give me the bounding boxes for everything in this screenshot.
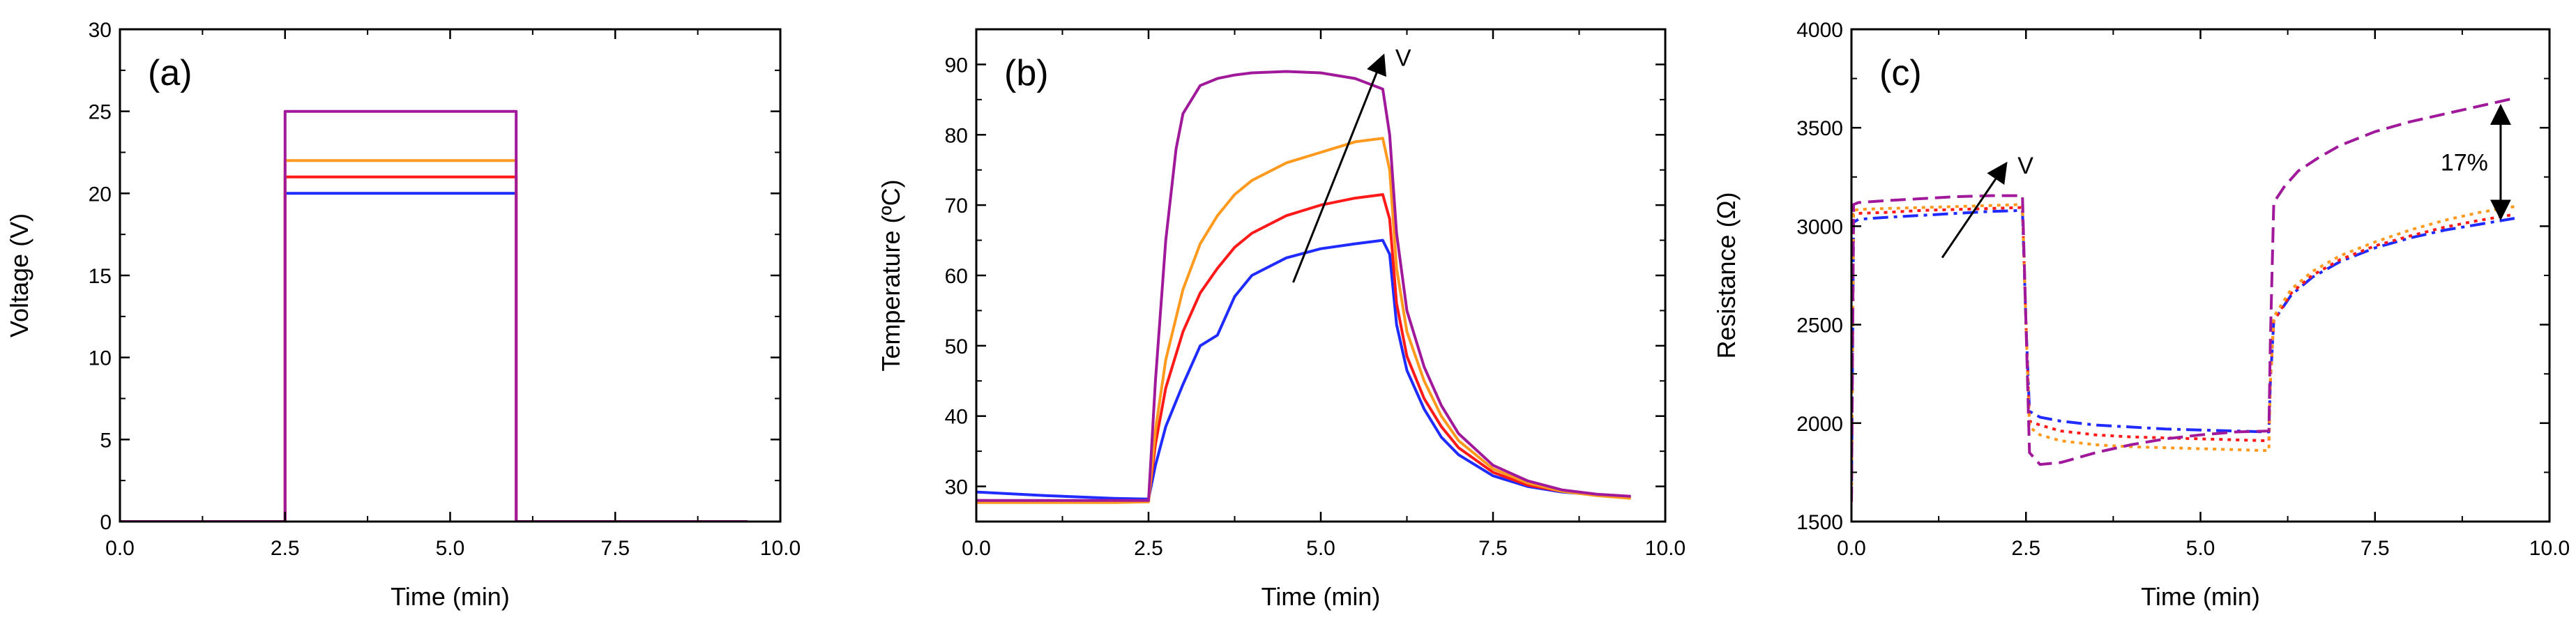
y-tick-label-b: 50 <box>945 335 968 358</box>
y-tick-label-c: 2000 <box>1796 413 1843 436</box>
plot-frame-c <box>1850 28 2551 523</box>
series-line-a-2 <box>120 159 748 522</box>
x-tick-label-a: 10.0 <box>760 537 801 560</box>
plot-frame-a <box>119 28 782 523</box>
series-line-b-2 <box>976 137 1631 504</box>
panel-label-a: (a) <box>148 53 192 93</box>
y-tick-label-a: 15 <box>89 265 112 288</box>
y-tick-label-a: 30 <box>89 19 112 42</box>
annotation-text-c-1: 17% <box>2441 150 2488 176</box>
series-line-a-0 <box>120 192 748 522</box>
panel-b: 0.0 2.5 5.0 7.5 10.0 30 40 50 60 70 80 90 Time (min)… <box>877 28 1685 611</box>
y-tick-label-c: 3500 <box>1796 117 1843 140</box>
series-group-c <box>1851 96 2515 502</box>
plot-frame-b <box>975 28 1667 523</box>
annotation-text-b-0: V <box>1395 45 1411 71</box>
y-tick-label-b: 70 <box>945 195 968 218</box>
series-line-b-3 <box>976 70 1631 502</box>
y-axis-label-b: Temperature (ºC) <box>877 179 905 371</box>
y-tick-label-c: 2500 <box>1796 314 1843 337</box>
x-tick-label-b: 7.5 <box>1478 537 1508 560</box>
y-tick-label-c: 3000 <box>1796 215 1843 238</box>
x-tick-label-c: 5.0 <box>2186 537 2215 560</box>
panel-label-b: (b) <box>1004 53 1049 93</box>
y-tick-label-a: 0 <box>100 511 112 534</box>
y-tick-label-a: 20 <box>89 183 112 206</box>
series-line-c-1 <box>1851 206 2515 502</box>
series-line-c-0 <box>1851 208 2515 502</box>
x-tick-label-a: 0.0 <box>105 537 135 560</box>
panel-c: 0.0 2.5 5.0 7.5 10.0 1500 2000 2500 3000 3500 4000… <box>1712 19 2570 611</box>
y-tick-label-b: 40 <box>945 406 968 429</box>
x-axis-label-b: Time (min) <box>1262 582 1381 611</box>
panel-a: 0.0 2.5 5.0 7.5 10.0 0 5 10 15 20 25 30 Time (min) Vo… <box>5 19 801 611</box>
y-tick-label-a: 10 <box>89 347 112 370</box>
x-tick-label-c: 10.0 <box>2529 537 2570 560</box>
x-tick-label-b: 0.0 <box>962 537 991 560</box>
series-group-a <box>120 109 748 522</box>
y-tick-label-c: 4000 <box>1796 19 1843 42</box>
x-tick-label-b: 5.0 <box>1306 537 1335 560</box>
series-line-a-1 <box>120 175 748 522</box>
x-tick-label-b: 10.0 <box>1645 537 1685 560</box>
y-axis-label-c: Resistance (Ω) <box>1712 192 1741 359</box>
annotation-arrow-b-0 <box>1292 53 1386 283</box>
panel-label-c: (c) <box>1879 53 1922 93</box>
series-line-c-3 <box>1851 96 2515 502</box>
y-tick-label-a: 25 <box>89 101 112 124</box>
x-axis-label-c: Time (min) <box>2141 582 2260 611</box>
annotation-arrow-c-0 <box>1941 161 2008 259</box>
y-tick-label-b: 30 <box>945 476 968 499</box>
x-axis-label-a: Time (min) <box>391 582 510 611</box>
y-tick-label-b: 80 <box>945 124 968 147</box>
annotation-text-c-0: V <box>2017 153 2033 179</box>
x-tick-label-c: 0.0 <box>1837 537 1866 560</box>
y-tick-label-c: 1500 <box>1796 511 1843 534</box>
series-group-b <box>976 70 1631 504</box>
x-tick-label-b: 2.5 <box>1134 537 1163 560</box>
y-tick-label-a: 5 <box>100 429 112 452</box>
series-line-c-2 <box>1851 203 2515 502</box>
series-line-b-0 <box>976 238 1631 501</box>
x-tick-label-c: 7.5 <box>2361 537 2390 560</box>
x-tick-label-a: 5.0 <box>436 537 465 560</box>
y-tick-label-b: 90 <box>945 54 968 77</box>
y-axis-label-a: Voltage (V) <box>5 213 33 337</box>
y-tick-label-b: 60 <box>945 265 968 288</box>
x-tick-label-a: 2.5 <box>271 537 300 560</box>
series-line-b-1 <box>976 193 1631 503</box>
series-line-a-3 <box>120 109 748 522</box>
x-tick-label-c: 2.5 <box>2011 537 2040 560</box>
x-tick-label-a: 7.5 <box>600 537 630 560</box>
